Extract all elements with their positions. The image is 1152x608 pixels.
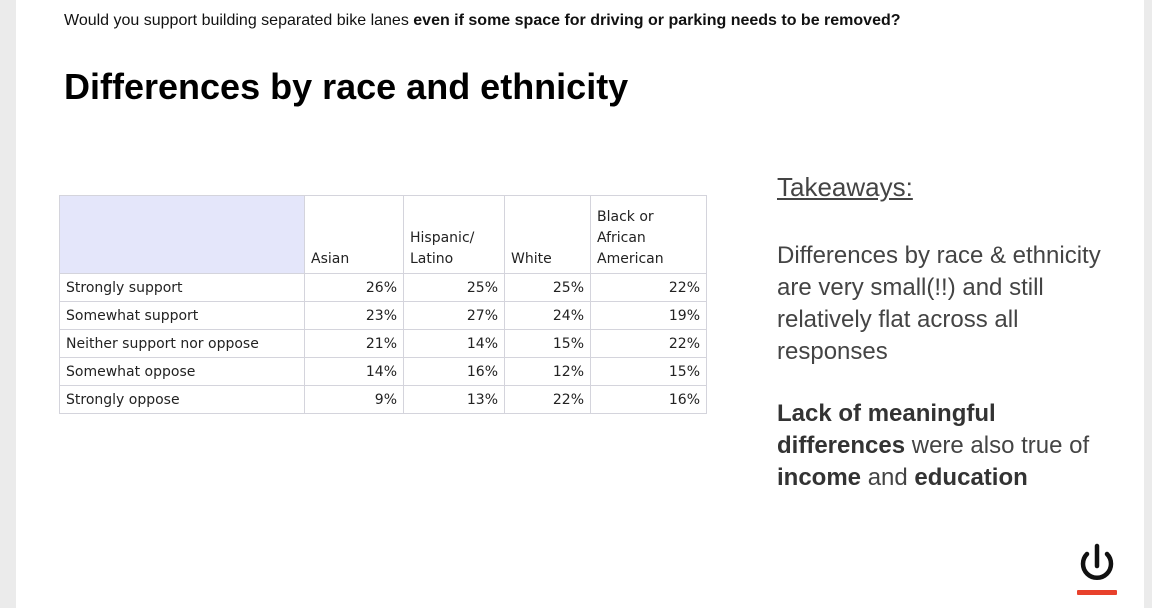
table-cell: 16% — [403, 357, 505, 386]
survey-question: Would you support building separated bik… — [64, 12, 901, 30]
header-line: Asian — [311, 251, 350, 267]
table-cell: 25% — [504, 273, 591, 302]
takeaway-emphasis: Lack of meaningful differences — [777, 400, 996, 459]
header-line: African — [597, 230, 646, 246]
table-row: Neither support nor oppose 21% 14% 15% 2… — [59, 329, 707, 358]
row-label: Somewhat support — [59, 301, 305, 330]
header-line: Hispanic/ — [410, 230, 475, 246]
row-label: Strongly oppose — [59, 385, 305, 414]
table-cell: 25% — [403, 273, 505, 302]
table-cell: 23% — [304, 301, 404, 330]
table-row: Somewhat oppose 14% 16% 12% 15% — [59, 357, 707, 386]
header-row: Asian Hispanic/ Latino White Black or Af… — [59, 195, 707, 274]
table-row: Strongly support 26% 25% 25% 22% — [59, 273, 707, 302]
takeaway-text: were also true of — [905, 432, 1090, 459]
table-cell: 14% — [304, 357, 404, 386]
table-cell: 26% — [304, 273, 404, 302]
table-cell: 9% — [304, 385, 404, 414]
column-header-hispanic-latino: Hispanic/ Latino — [403, 195, 505, 274]
header-line: Black or — [597, 209, 654, 225]
table-cell: 15% — [590, 357, 707, 386]
table-cell: 22% — [590, 273, 707, 302]
takeaway-emphasis: education — [914, 464, 1028, 491]
takeaway-text: and — [861, 464, 915, 491]
column-header-black-african-american: Black or African American — [590, 195, 707, 274]
table-row: Strongly oppose 9% 13% 22% 16% — [59, 385, 707, 414]
takeaway-emphasis: income — [777, 464, 862, 491]
table-cell: 21% — [304, 329, 404, 358]
results-table: Asian Hispanic/ Latino White Black or Af… — [59, 195, 707, 414]
table-cell: 22% — [504, 385, 591, 414]
table-cell: 19% — [590, 301, 707, 330]
table-cell: 13% — [403, 385, 505, 414]
column-header-white: White — [504, 195, 591, 274]
header-line: White — [511, 251, 552, 267]
table-cell: 12% — [504, 357, 591, 386]
table-cell: 15% — [504, 329, 591, 358]
page-title: Differences by race and ethnicity — [64, 66, 629, 107]
takeaway-point-1: Differences by race & ethnicity are very… — [777, 242, 1101, 365]
row-label: Somewhat oppose — [59, 357, 305, 386]
question-text: Would you support building separated bik… — [64, 12, 414, 29]
table-cell: 24% — [504, 301, 591, 330]
question-emphasis: even if some space for driving or parkin… — [413, 12, 901, 29]
power-icon — [1077, 543, 1117, 595]
header-line: American — [597, 251, 664, 267]
row-label: Strongly support — [59, 273, 305, 302]
table-row: Somewhat support 23% 27% 24% 19% — [59, 301, 707, 330]
table-cell: 14% — [403, 329, 505, 358]
table-cell: 16% — [590, 385, 707, 414]
row-label: Neither support nor oppose — [59, 329, 305, 358]
header-line: Latino — [410, 251, 454, 267]
table-cell: 27% — [403, 301, 505, 330]
takeaways-heading: Takeaways: — [777, 172, 913, 202]
takeaway-point-2: Lack of meaningful differences were also… — [777, 398, 1117, 494]
header-corner-cell — [59, 195, 305, 274]
table-cell: 22% — [590, 329, 707, 358]
column-header-asian: Asian — [304, 195, 404, 274]
slide: Would you support building separated bik… — [16, 0, 1144, 608]
